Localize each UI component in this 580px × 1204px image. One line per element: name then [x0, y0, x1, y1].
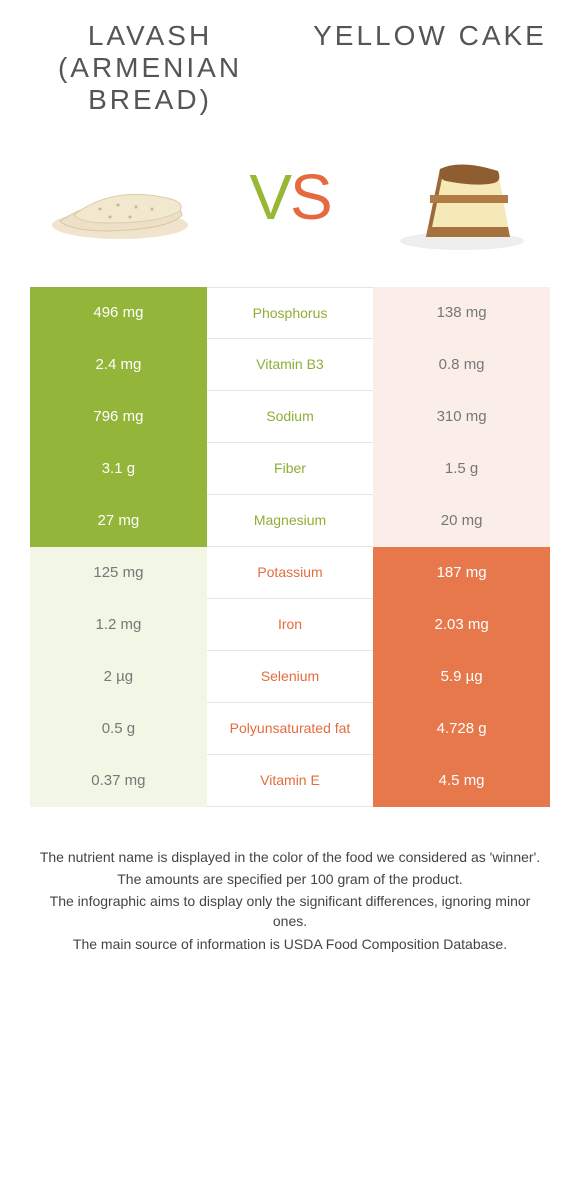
table-row: 796 mgSodium310 mg [30, 391, 550, 443]
nutrient-name: Vitamin B3 [207, 339, 373, 391]
value-right: 138 mg [373, 287, 550, 339]
table-row: 125 mgPotassium187 mg [30, 547, 550, 599]
table-row: 0.37 mgVitamin E4.5 mg [30, 755, 550, 807]
vs-label: VS [249, 160, 330, 234]
nutrient-name: Polyunsaturated fat [207, 703, 373, 755]
value-left: 0.5 g [30, 703, 207, 755]
value-left: 0.37 mg [30, 755, 207, 807]
nutrient-name: Potassium [207, 547, 373, 599]
nutrient-name: Magnesium [207, 495, 373, 547]
comparison-infographic: LAVASH (ARMENIAN BREAD) YELLOW CAKE VS [0, 0, 580, 976]
nutrient-name: Fiber [207, 443, 373, 495]
nutrient-name: Vitamin E [207, 755, 373, 807]
value-right: 1.5 g [373, 443, 550, 495]
note-line: The main source of information is USDA F… [34, 934, 546, 954]
value-left: 2.4 mg [30, 339, 207, 391]
value-left: 1.2 mg [30, 599, 207, 651]
table-row: 2 µgSelenium5.9 µg [30, 651, 550, 703]
vs-v: V [249, 161, 290, 233]
value-left: 796 mg [30, 391, 207, 443]
value-right: 187 mg [373, 547, 550, 599]
table-row: 496 mgPhosphorus138 mg [30, 287, 550, 339]
lavash-image [40, 137, 200, 257]
note-line: The infographic aims to display only the… [34, 891, 546, 932]
table-row: 2.4 mgVitamin B30.8 mg [30, 339, 550, 391]
table-row: 3.1 gFiber1.5 g [30, 443, 550, 495]
value-right: 20 mg [373, 495, 550, 547]
title-left: LAVASH (ARMENIAN BREAD) [30, 20, 290, 117]
value-right: 310 mg [373, 391, 550, 443]
cake-image [380, 137, 540, 257]
note-line: The nutrient name is displayed in the co… [34, 847, 546, 867]
value-left: 496 mg [30, 287, 207, 339]
nutrient-name: Sodium [207, 391, 373, 443]
value-right: 2.03 mg [373, 599, 550, 651]
table-row: 0.5 gPolyunsaturated fat4.728 g [30, 703, 550, 755]
vs-row: VS [30, 137, 550, 257]
nutrient-name: Iron [207, 599, 373, 651]
titles-row: LAVASH (ARMENIAN BREAD) YELLOW CAKE [30, 20, 550, 117]
value-right: 4.5 mg [373, 755, 550, 807]
note-line: The amounts are specified per 100 gram o… [34, 869, 546, 889]
nutrient-name: Selenium [207, 651, 373, 703]
vs-s: S [290, 161, 331, 233]
value-left: 27 mg [30, 495, 207, 547]
nutrition-table: 496 mgPhosphorus138 mg2.4 mgVitamin B30.… [30, 287, 550, 807]
footer-notes: The nutrient name is displayed in the co… [30, 847, 550, 954]
nutrient-name: Phosphorus [207, 287, 373, 339]
value-right: 4.728 g [373, 703, 550, 755]
value-right: 5.9 µg [373, 651, 550, 703]
title-right: YELLOW CAKE [290, 20, 550, 117]
value-left: 125 mg [30, 547, 207, 599]
table-row: 27 mgMagnesium20 mg [30, 495, 550, 547]
value-right: 0.8 mg [373, 339, 550, 391]
table-row: 1.2 mgIron2.03 mg [30, 599, 550, 651]
value-left: 2 µg [30, 651, 207, 703]
value-left: 3.1 g [30, 443, 207, 495]
